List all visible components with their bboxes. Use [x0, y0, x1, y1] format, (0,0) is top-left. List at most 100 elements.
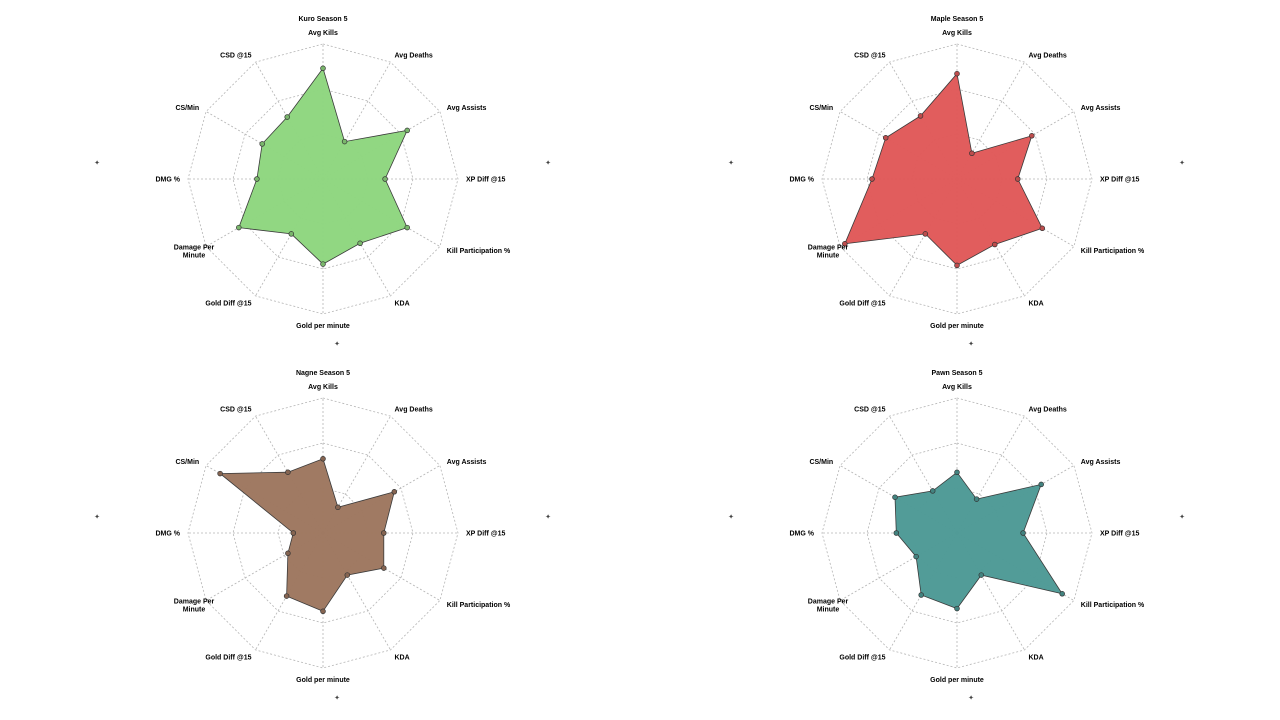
spoke-csd-15 — [889, 415, 958, 534]
spoke-gold-diff-15 — [889, 178, 958, 297]
axis-label-gold-per-minute: Gold per minute — [930, 323, 984, 330]
pin-icon: ✦ — [334, 340, 340, 348]
axis-label-cs-min: CS/Min — [809, 459, 833, 466]
data-point-gold-per-minute — [954, 605, 960, 612]
spoke-kda — [322, 178, 391, 297]
data-point-avg-kills — [954, 469, 960, 476]
data-point-avg-kills — [954, 70, 960, 77]
chart-title: Maple Season 5 — [931, 16, 984, 23]
spoke-avg-deaths — [322, 61, 391, 180]
axis-label-damage-per-minute: Damage Per Minute — [808, 245, 849, 260]
data-point-csd-15 — [929, 488, 936, 494]
spoke-avg-deaths — [956, 61, 1025, 180]
pin-icon: ✦ — [545, 159, 551, 167]
spoke-damage-per-minute — [205, 178, 324, 247]
data-point-csd-15 — [285, 469, 291, 475]
axis-label-avg-kills: Avg Kills — [308, 30, 338, 37]
spoke-kda — [956, 532, 1025, 651]
spoke-avg-assists — [956, 465, 1075, 534]
spoke-avg-assists — [322, 111, 441, 180]
axis-label-gold-per-minute: Gold per minute — [296, 677, 350, 684]
data-point-damage-per-minute — [842, 241, 848, 247]
axis-label-avg-assists: Avg Assists — [447, 105, 487, 112]
data-point-dmg — [869, 176, 875, 182]
data-point-damage-per-minute — [285, 550, 291, 557]
spoke-gold-diff-15 — [255, 532, 324, 651]
axis-label-damage-per-minute: Damage Per Minute — [174, 245, 215, 260]
axis-label-dmg: DMG % — [156, 531, 181, 538]
series-area — [219, 458, 395, 612]
spoke-damage-per-minute — [839, 532, 958, 601]
data-point-kda — [978, 572, 985, 578]
data-point-gold-per-minute — [954, 262, 960, 269]
data-point-xp-diff-15 — [381, 530, 387, 536]
data-point-dmg — [893, 530, 900, 536]
axis-label-xp-diff-15: XP Diff @15 — [1100, 531, 1139, 538]
radar-chart-2: Avg Kills Avg Deaths Avg Assists XP Diff @1… — [728, 16, 1185, 348]
axis-label-kill-participation: Kill Participation % — [447, 248, 511, 255]
series-area — [238, 67, 408, 265]
axis-label-avg-deaths: Avg Deaths — [395, 407, 433, 414]
axis-label-cs-min: CS/Min — [809, 105, 833, 112]
pin-icon: ✦ — [968, 694, 974, 702]
axis-label-avg-kills: Avg Kills — [308, 384, 338, 391]
series-area — [844, 72, 1043, 266]
spoke-avg-deaths — [956, 415, 1025, 534]
axis-label-kill-participation: Kill Participation % — [1081, 248, 1145, 255]
axis-label-avg-deaths: Avg Deaths — [1029, 53, 1067, 60]
axis-label-avg-deaths: Avg Deaths — [395, 53, 433, 60]
axis-label-xp-diff-15: XP Diff @15 — [1100, 177, 1139, 184]
axis-label-kill-participation: Kill Participation % — [1081, 602, 1145, 609]
axis-label-kda: KDA — [395, 654, 410, 661]
axis-label-xp-diff-15: XP Diff @15 — [466, 177, 505, 184]
spoke-csd-15 — [255, 61, 324, 180]
data-point-kill-participation — [404, 224, 410, 231]
data-point-cs-min — [892, 494, 898, 500]
pin-icon: ✦ — [94, 513, 100, 521]
data-point-gold-diff-15 — [288, 231, 295, 237]
spoke-kill-participation — [322, 532, 441, 601]
axis-label-avg-kills: Avg Kills — [942, 384, 972, 391]
axis-label-kda: KDA — [1029, 300, 1044, 307]
axis-label-avg-assists: Avg Assists — [447, 459, 487, 466]
spoke-csd-15 — [889, 61, 958, 180]
axis-label-avg-assists: Avg Assists — [1081, 459, 1121, 466]
axis-label-gold-diff-15: Gold Diff @15 — [205, 654, 251, 661]
pin-icon: ✦ — [1179, 159, 1185, 167]
axis-label-xp-diff-15: XP Diff @15 — [466, 531, 505, 538]
radar-chart-3: Avg Kills Avg Deaths Avg Assists XP Diff @1… — [94, 370, 551, 702]
axis-label-avg-deaths: Avg Deaths — [1029, 407, 1067, 414]
data-point-avg-deaths — [973, 496, 980, 502]
spoke-kill-participation — [956, 178, 1075, 247]
data-point-dmg — [290, 530, 297, 536]
spoke-avg-deaths — [322, 415, 391, 534]
axis-label-kda: KDA — [395, 300, 410, 307]
spoke-damage-per-minute — [205, 532, 324, 601]
data-point-gold-diff-15 — [918, 592, 924, 598]
axis-label-dmg: DMG % — [790, 177, 815, 184]
pin-icon: ✦ — [728, 159, 734, 167]
series-area — [894, 471, 1064, 610]
data-point-kda — [357, 240, 363, 247]
spoke-avg-assists — [956, 111, 1075, 180]
data-point-damage-per-minute — [236, 224, 242, 231]
radar-chart-1: Avg Kills Avg Deaths Avg Assists XP Diff @1… — [94, 16, 551, 348]
data-point-csd-15 — [284, 114, 290, 120]
axis-label-damage-per-minute: Damage Per Minute — [174, 599, 215, 614]
data-point-avg-assists — [391, 489, 398, 495]
data-point-cs-min — [259, 141, 265, 147]
pin-icon: ✦ — [1179, 513, 1185, 521]
data-point-gold-per-minute — [320, 261, 326, 267]
pin-icon: ✦ — [968, 340, 974, 348]
pin-icon: ✦ — [545, 513, 551, 521]
data-point-xp-diff-15 — [1015, 176, 1021, 182]
data-point-cs-min — [217, 470, 223, 477]
axis-label-dmg: DMG % — [156, 177, 181, 184]
data-point-avg-deaths — [341, 138, 348, 145]
chart-title: Pawn Season 5 — [932, 370, 983, 377]
axis-label-csd-15: CSD @15 — [220, 53, 251, 60]
axis-label-csd-15: CSD @15 — [854, 53, 885, 60]
axis-label-csd-15: CSD @15 — [220, 407, 251, 414]
spoke-gold-diff-15 — [889, 532, 958, 651]
